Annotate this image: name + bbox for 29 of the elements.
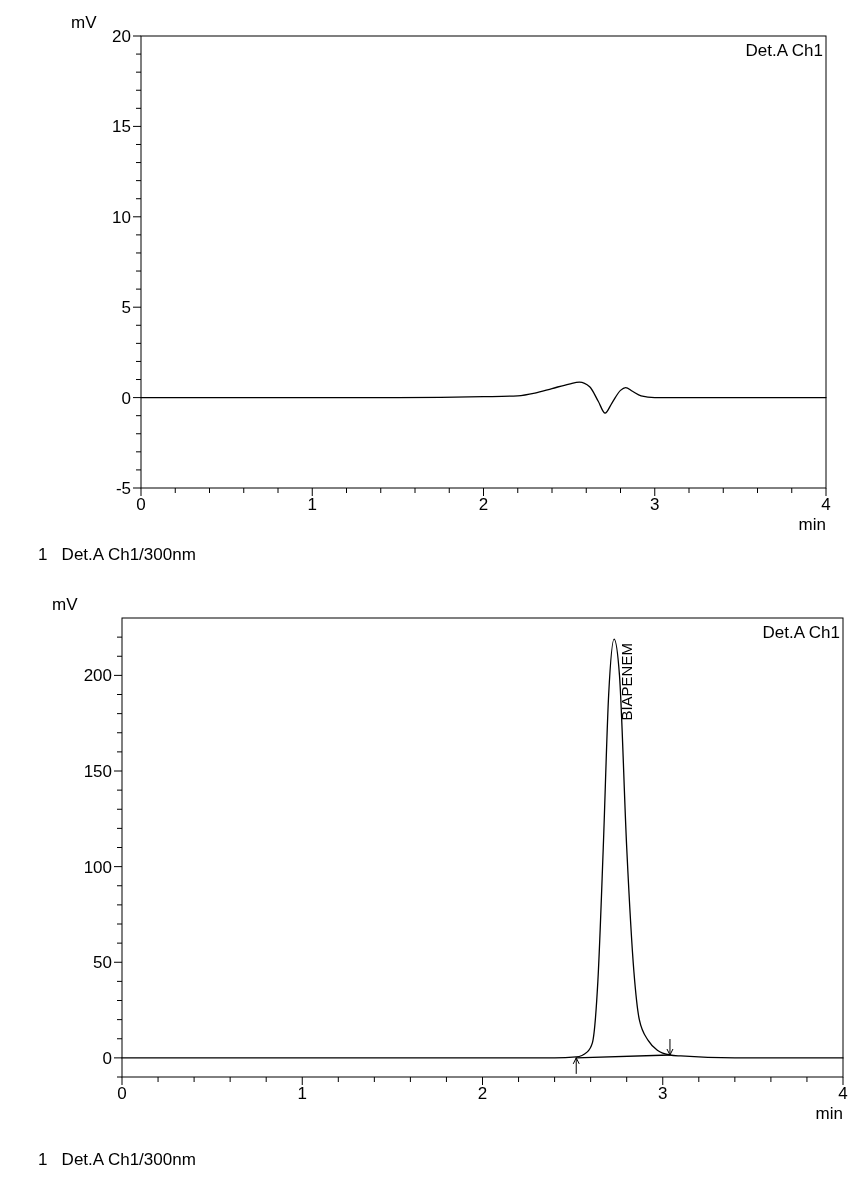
x-tick-label: 3	[658, 1084, 668, 1103]
y-tick-label: 10	[112, 207, 131, 227]
x-tick-label: 2	[478, 495, 489, 514]
x-tick-label: 1	[307, 495, 317, 514]
x-tick-label: 3	[650, 495, 660, 514]
y-tick-label: 100	[83, 857, 112, 877]
x-axis-title: min	[815, 1104, 843, 1123]
x-tick-label: 1	[297, 1084, 307, 1103]
y-axis-title: mV	[52, 595, 79, 614]
text: 1 Det.A Ch1/300nm	[38, 545, 196, 564]
x-tick-label: 4	[821, 495, 831, 514]
text: 1 Det.A Ch1/300nm	[38, 1150, 196, 1169]
x-axis-title: min	[798, 515, 826, 534]
x-tick-label: 4	[838, 1084, 848, 1103]
x-tick-label: 0	[136, 495, 146, 514]
chart-title: Det.A Ch1	[745, 41, 823, 60]
y-tick-label: 150	[83, 762, 112, 781]
y-tick-label: 5	[121, 298, 131, 318]
y-tick-label: 200	[83, 666, 112, 686]
x-tick-label: 2	[477, 1084, 488, 1103]
y-tick-label: 0	[102, 1048, 112, 1068]
chart-title: Det.A Ch1	[762, 623, 840, 642]
y-tick-label: 20	[112, 27, 131, 46]
y-tick-label: 50	[93, 953, 112, 973]
y-tick-label: 15	[112, 117, 131, 137]
y-tick-label: 0	[121, 388, 131, 408]
y-tick-label: -5	[115, 479, 131, 498]
y-axis-title: mV	[71, 13, 98, 32]
annotation: BIAPENEM	[618, 643, 636, 721]
